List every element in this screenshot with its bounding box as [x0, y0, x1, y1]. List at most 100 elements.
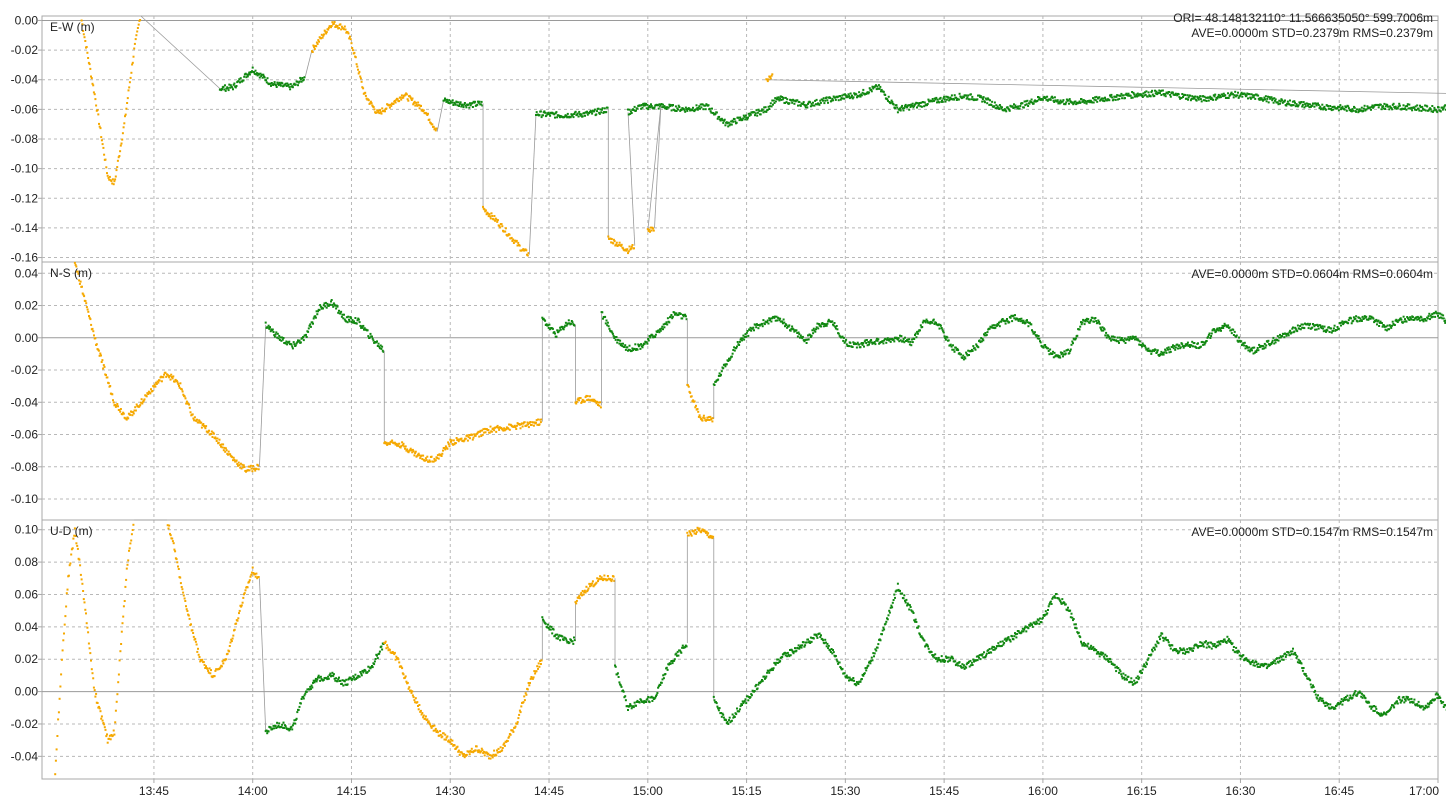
- data-point: [580, 113, 582, 115]
- y-tick-label: -0.06: [11, 428, 39, 442]
- data-point: [1104, 328, 1106, 330]
- data-point: [1120, 95, 1122, 97]
- data-point: [888, 96, 890, 98]
- data-point: [1425, 320, 1427, 322]
- data-point: [221, 88, 223, 90]
- data-point: [1420, 317, 1422, 319]
- data-point: [232, 88, 234, 90]
- data-point: [362, 325, 364, 327]
- data-point: [1381, 108, 1383, 110]
- data-point: [1079, 326, 1081, 328]
- data-point: [93, 334, 95, 336]
- data-point: [726, 363, 728, 365]
- data-point: [768, 108, 770, 110]
- data-point: [942, 101, 944, 103]
- data-point: [1040, 341, 1042, 343]
- data-point: [257, 465, 259, 467]
- data-point: [901, 105, 903, 107]
- data-point: [202, 423, 204, 425]
- data-point: [128, 86, 130, 88]
- data-point: [578, 116, 580, 118]
- data-point: [552, 328, 554, 330]
- data-point: [760, 113, 762, 115]
- data-point: [981, 101, 983, 103]
- data-point: [832, 99, 834, 101]
- data-point: [1404, 318, 1406, 320]
- data-point: [648, 229, 650, 231]
- data-point: [815, 328, 817, 330]
- data-point: [490, 217, 492, 219]
- data-point: [127, 417, 129, 419]
- data-point: [135, 34, 137, 36]
- data-point: [1433, 107, 1435, 109]
- data-point: [626, 248, 628, 250]
- data-point: [152, 390, 154, 392]
- data-point: [1150, 95, 1152, 97]
- data-point: [1011, 320, 1013, 322]
- data-point: [415, 102, 417, 104]
- data-point: [135, 410, 137, 412]
- data-point: [468, 107, 470, 109]
- data-point: [1079, 102, 1081, 104]
- data-point: [605, 322, 607, 324]
- data-point: [1170, 96, 1172, 98]
- data-point: [916, 107, 918, 109]
- data-point: [315, 317, 317, 319]
- data-point: [823, 97, 825, 99]
- data-point: [351, 42, 353, 44]
- data-point: [560, 329, 562, 331]
- data-point: [972, 350, 974, 352]
- data-point: [329, 304, 331, 306]
- data-point: [1339, 104, 1341, 106]
- data-point: [778, 100, 780, 102]
- data-point: [520, 427, 522, 429]
- data-point: [1001, 106, 1003, 108]
- data-point: [933, 319, 935, 321]
- data-point: [755, 326, 757, 328]
- data-point: [144, 398, 146, 400]
- data-point: [917, 105, 919, 107]
- data-point: [1224, 94, 1226, 96]
- data-point: [1019, 108, 1021, 110]
- data-point: [119, 411, 121, 413]
- data-point: [994, 102, 996, 104]
- data-point: [826, 99, 828, 101]
- data-point: [1359, 318, 1361, 320]
- data-point: [499, 227, 501, 229]
- data-point: [1114, 336, 1116, 338]
- data-point: [1153, 95, 1155, 97]
- data-point: [226, 449, 228, 451]
- data-point: [699, 414, 701, 416]
- data-point: [938, 101, 940, 103]
- data-point: [913, 338, 915, 340]
- data-point: [331, 25, 333, 27]
- data-point: [655, 334, 657, 336]
- data-point: [903, 107, 905, 109]
- data-point: [101, 361, 103, 363]
- data-point: [455, 104, 457, 106]
- data-point: [98, 350, 100, 352]
- data-point: [654, 336, 656, 338]
- data-point: [594, 109, 596, 111]
- data-point: [249, 74, 251, 76]
- y-tick-label: -0.04: [11, 73, 39, 87]
- data-point: [281, 82, 283, 84]
- data-point: [1081, 321, 1083, 323]
- data-point: [555, 111, 557, 113]
- data-point: [904, 337, 906, 339]
- data-point: [98, 123, 100, 125]
- data-point: [1228, 97, 1230, 99]
- data-point: [1010, 317, 1012, 319]
- data-point: [697, 411, 699, 413]
- data-point: [196, 419, 198, 421]
- data-point: [1104, 97, 1106, 99]
- data-point: [829, 97, 831, 99]
- data-point: [94, 93, 96, 95]
- data-point: [102, 147, 104, 149]
- data-point: [401, 94, 403, 96]
- data-point: [1311, 105, 1313, 107]
- data-point: [426, 456, 428, 458]
- data-point: [370, 333, 372, 335]
- data-point: [1092, 317, 1094, 319]
- data-point: [1403, 316, 1405, 318]
